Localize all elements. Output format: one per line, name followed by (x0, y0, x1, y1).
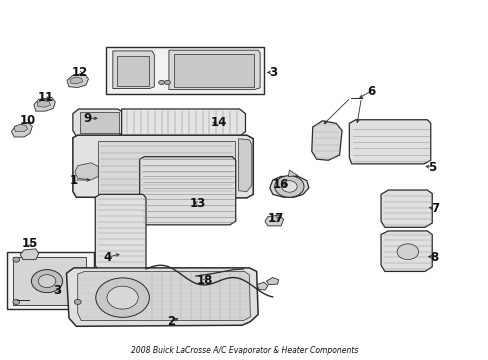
Circle shape (281, 181, 297, 192)
Polygon shape (37, 100, 50, 107)
Polygon shape (122, 109, 245, 136)
Polygon shape (66, 268, 258, 326)
Polygon shape (98, 140, 234, 194)
Bar (173, 54, 254, 87)
Polygon shape (238, 139, 251, 192)
Polygon shape (73, 135, 253, 198)
Polygon shape (264, 215, 283, 226)
Text: 13: 13 (190, 197, 206, 210)
Text: 3: 3 (53, 284, 61, 297)
Text: 17: 17 (267, 212, 284, 225)
Text: 1: 1 (70, 174, 78, 186)
Text: 18: 18 (196, 274, 212, 287)
Text: 8: 8 (429, 251, 438, 264)
Text: 9: 9 (82, 112, 91, 125)
Text: 12: 12 (71, 66, 88, 79)
Circle shape (164, 80, 170, 85)
Circle shape (13, 300, 20, 305)
Circle shape (96, 278, 149, 318)
Text: 6: 6 (366, 85, 375, 98)
Polygon shape (380, 231, 431, 271)
Text: 5: 5 (427, 161, 435, 174)
Text: 3: 3 (268, 66, 276, 79)
Circle shape (396, 244, 418, 260)
Text: 15: 15 (22, 237, 38, 250)
Circle shape (31, 270, 62, 293)
Text: 10: 10 (20, 114, 36, 127)
Polygon shape (78, 271, 250, 320)
Circle shape (38, 275, 56, 288)
Polygon shape (266, 278, 278, 285)
Polygon shape (70, 77, 82, 84)
Polygon shape (311, 121, 341, 160)
Polygon shape (380, 190, 431, 227)
Text: 2: 2 (167, 315, 175, 328)
Polygon shape (256, 282, 267, 290)
Polygon shape (113, 51, 154, 89)
Polygon shape (14, 125, 27, 132)
Text: 11: 11 (38, 91, 54, 104)
Polygon shape (13, 257, 86, 305)
Bar (6, 252, 94, 309)
Bar (105, 47, 264, 94)
Text: 7: 7 (431, 202, 439, 215)
Text: 2008 Buick LaCrosse A/C Evaporator & Heater Components: 2008 Buick LaCrosse A/C Evaporator & Hea… (131, 346, 357, 355)
Text: 14: 14 (210, 116, 227, 129)
Circle shape (107, 286, 138, 309)
Bar (117, 55, 149, 86)
Polygon shape (73, 109, 123, 136)
Polygon shape (67, 74, 88, 87)
Polygon shape (95, 194, 146, 270)
Circle shape (158, 80, 164, 85)
Polygon shape (288, 170, 298, 176)
Polygon shape (20, 249, 39, 260)
Circle shape (74, 300, 81, 305)
Text: 4: 4 (103, 251, 112, 264)
Polygon shape (75, 163, 98, 180)
Polygon shape (122, 110, 136, 132)
Polygon shape (269, 176, 308, 197)
Polygon shape (140, 157, 235, 225)
Polygon shape (168, 50, 260, 90)
Polygon shape (34, 98, 55, 111)
Bar (80, 112, 119, 134)
Polygon shape (11, 123, 32, 137)
Circle shape (13, 257, 20, 262)
Polygon shape (348, 120, 430, 164)
Circle shape (274, 176, 304, 197)
Text: 16: 16 (272, 178, 289, 191)
